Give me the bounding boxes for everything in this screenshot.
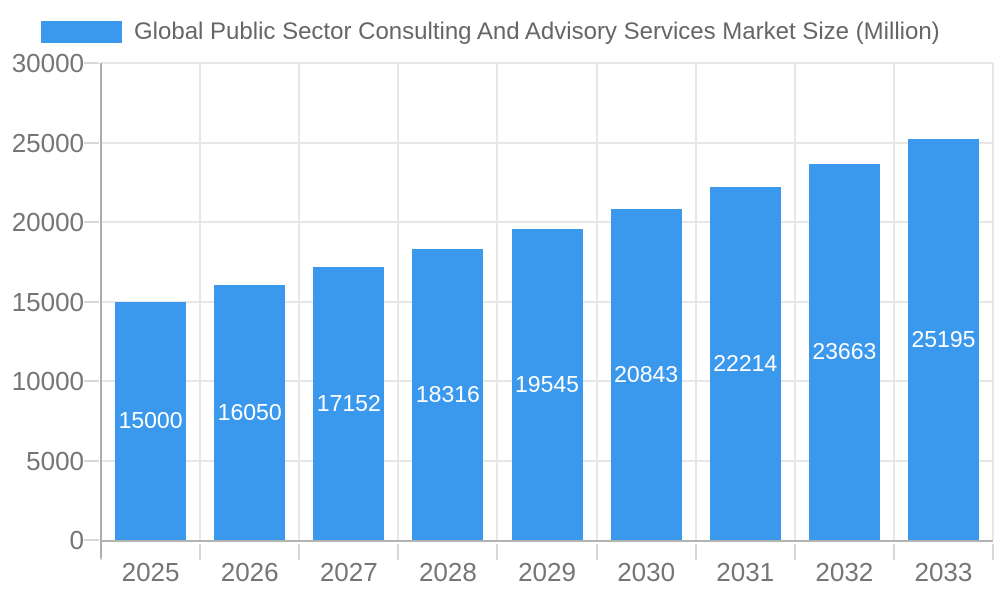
v-gridline [397, 63, 400, 540]
bar-2032[interactable]: 23663 [808, 163, 880, 540]
x-axis-tick-label: 2026 [220, 557, 279, 587]
h-gridline [101, 62, 993, 64]
x-axis-tick-label: 2031 [716, 557, 775, 587]
x-axis-tick-label: 2027 [319, 557, 378, 587]
x-tick-mark [298, 544, 301, 560]
bar-value-label: 17152 [316, 390, 381, 417]
x-axis-tick-label: 2025 [121, 557, 180, 587]
v-gridline [298, 63, 301, 540]
y-axis-tick-label: 30000 [11, 48, 84, 78]
y-axis-tick-label: 15000 [11, 286, 84, 317]
v-gridline [694, 63, 697, 540]
x-axis-tick-label: 2029 [518, 557, 576, 587]
bar-value-label: 23663 [812, 338, 877, 365]
x-tick-mark [397, 544, 400, 560]
legend[interactable]: Global Public Sector Consulting And Advi… [41, 18, 940, 46]
y-tick-mark [84, 62, 99, 64]
bar-value-label: 20843 [614, 360, 679, 387]
bar-value-label: 16050 [217, 398, 282, 425]
y-tick-mark [84, 459, 99, 462]
bar-2033[interactable]: 25195 [907, 139, 979, 540]
bar-2026[interactable]: 16050 [214, 284, 286, 540]
v-gridline [496, 63, 499, 540]
bar-2028[interactable]: 18316 [412, 248, 484, 540]
bar-2025[interactable]: 15000 [115, 301, 187, 540]
x-tick-mark [992, 544, 994, 560]
x-axis-tick-label: 2032 [815, 557, 874, 587]
x-axis-tick-label: 2033 [914, 557, 973, 587]
x-tick-mark [892, 544, 895, 560]
x-tick-mark [793, 544, 796, 560]
v-gridline [992, 63, 994, 540]
x-tick-mark [694, 544, 697, 560]
y-axis-tick-label: 10000 [11, 366, 84, 396]
x-axis-line [101, 540, 993, 542]
y-axis-tick-label: 0 [69, 525, 84, 555]
bar-2029[interactable]: 19545 [511, 229, 583, 540]
y-axis-tick-label: 5000 [26, 445, 84, 476]
x-tick-mark [199, 544, 202, 560]
plot-area: 15000 16050 17152 18316 19545 20843 22214 23663… [84, 62, 994, 560]
bar-value-label: 22214 [713, 349, 778, 376]
h-gridline [101, 221, 993, 223]
x-axis-tick-label: 2028 [418, 557, 477, 587]
y-axis-line [100, 63, 102, 558]
bar-2030[interactable]: 20843 [610, 208, 682, 540]
h-gridline [101, 141, 993, 144]
legend-swatch [41, 21, 122, 43]
y-tick-mark [84, 221, 99, 223]
v-gridline [892, 63, 895, 540]
y-axis-tick-label: 25000 [11, 127, 84, 158]
y-tick-mark [84, 380, 99, 382]
v-gridline [199, 63, 202, 540]
bar-value-label: 15000 [118, 407, 183, 434]
y-tick-mark [84, 141, 99, 144]
bar-value-label: 25195 [911, 326, 976, 353]
v-gridline [595, 63, 598, 540]
v-gridline [793, 63, 796, 540]
x-axis-tick-label: 2030 [617, 557, 676, 587]
y-axis-tick-label: 20000 [11, 207, 84, 237]
y-tick-mark [84, 539, 99, 541]
bar-2027[interactable]: 17152 [313, 267, 385, 540]
bar-2031[interactable]: 22214 [709, 186, 781, 540]
bar-value-label: 19545 [515, 371, 579, 398]
chart-title: Global Public Sector Consulting And Advi… [134, 18, 940, 45]
x-tick-mark [595, 544, 598, 560]
y-tick-mark [84, 300, 99, 303]
bar-value-label: 18316 [415, 380, 480, 407]
x-tick-mark [496, 544, 499, 560]
